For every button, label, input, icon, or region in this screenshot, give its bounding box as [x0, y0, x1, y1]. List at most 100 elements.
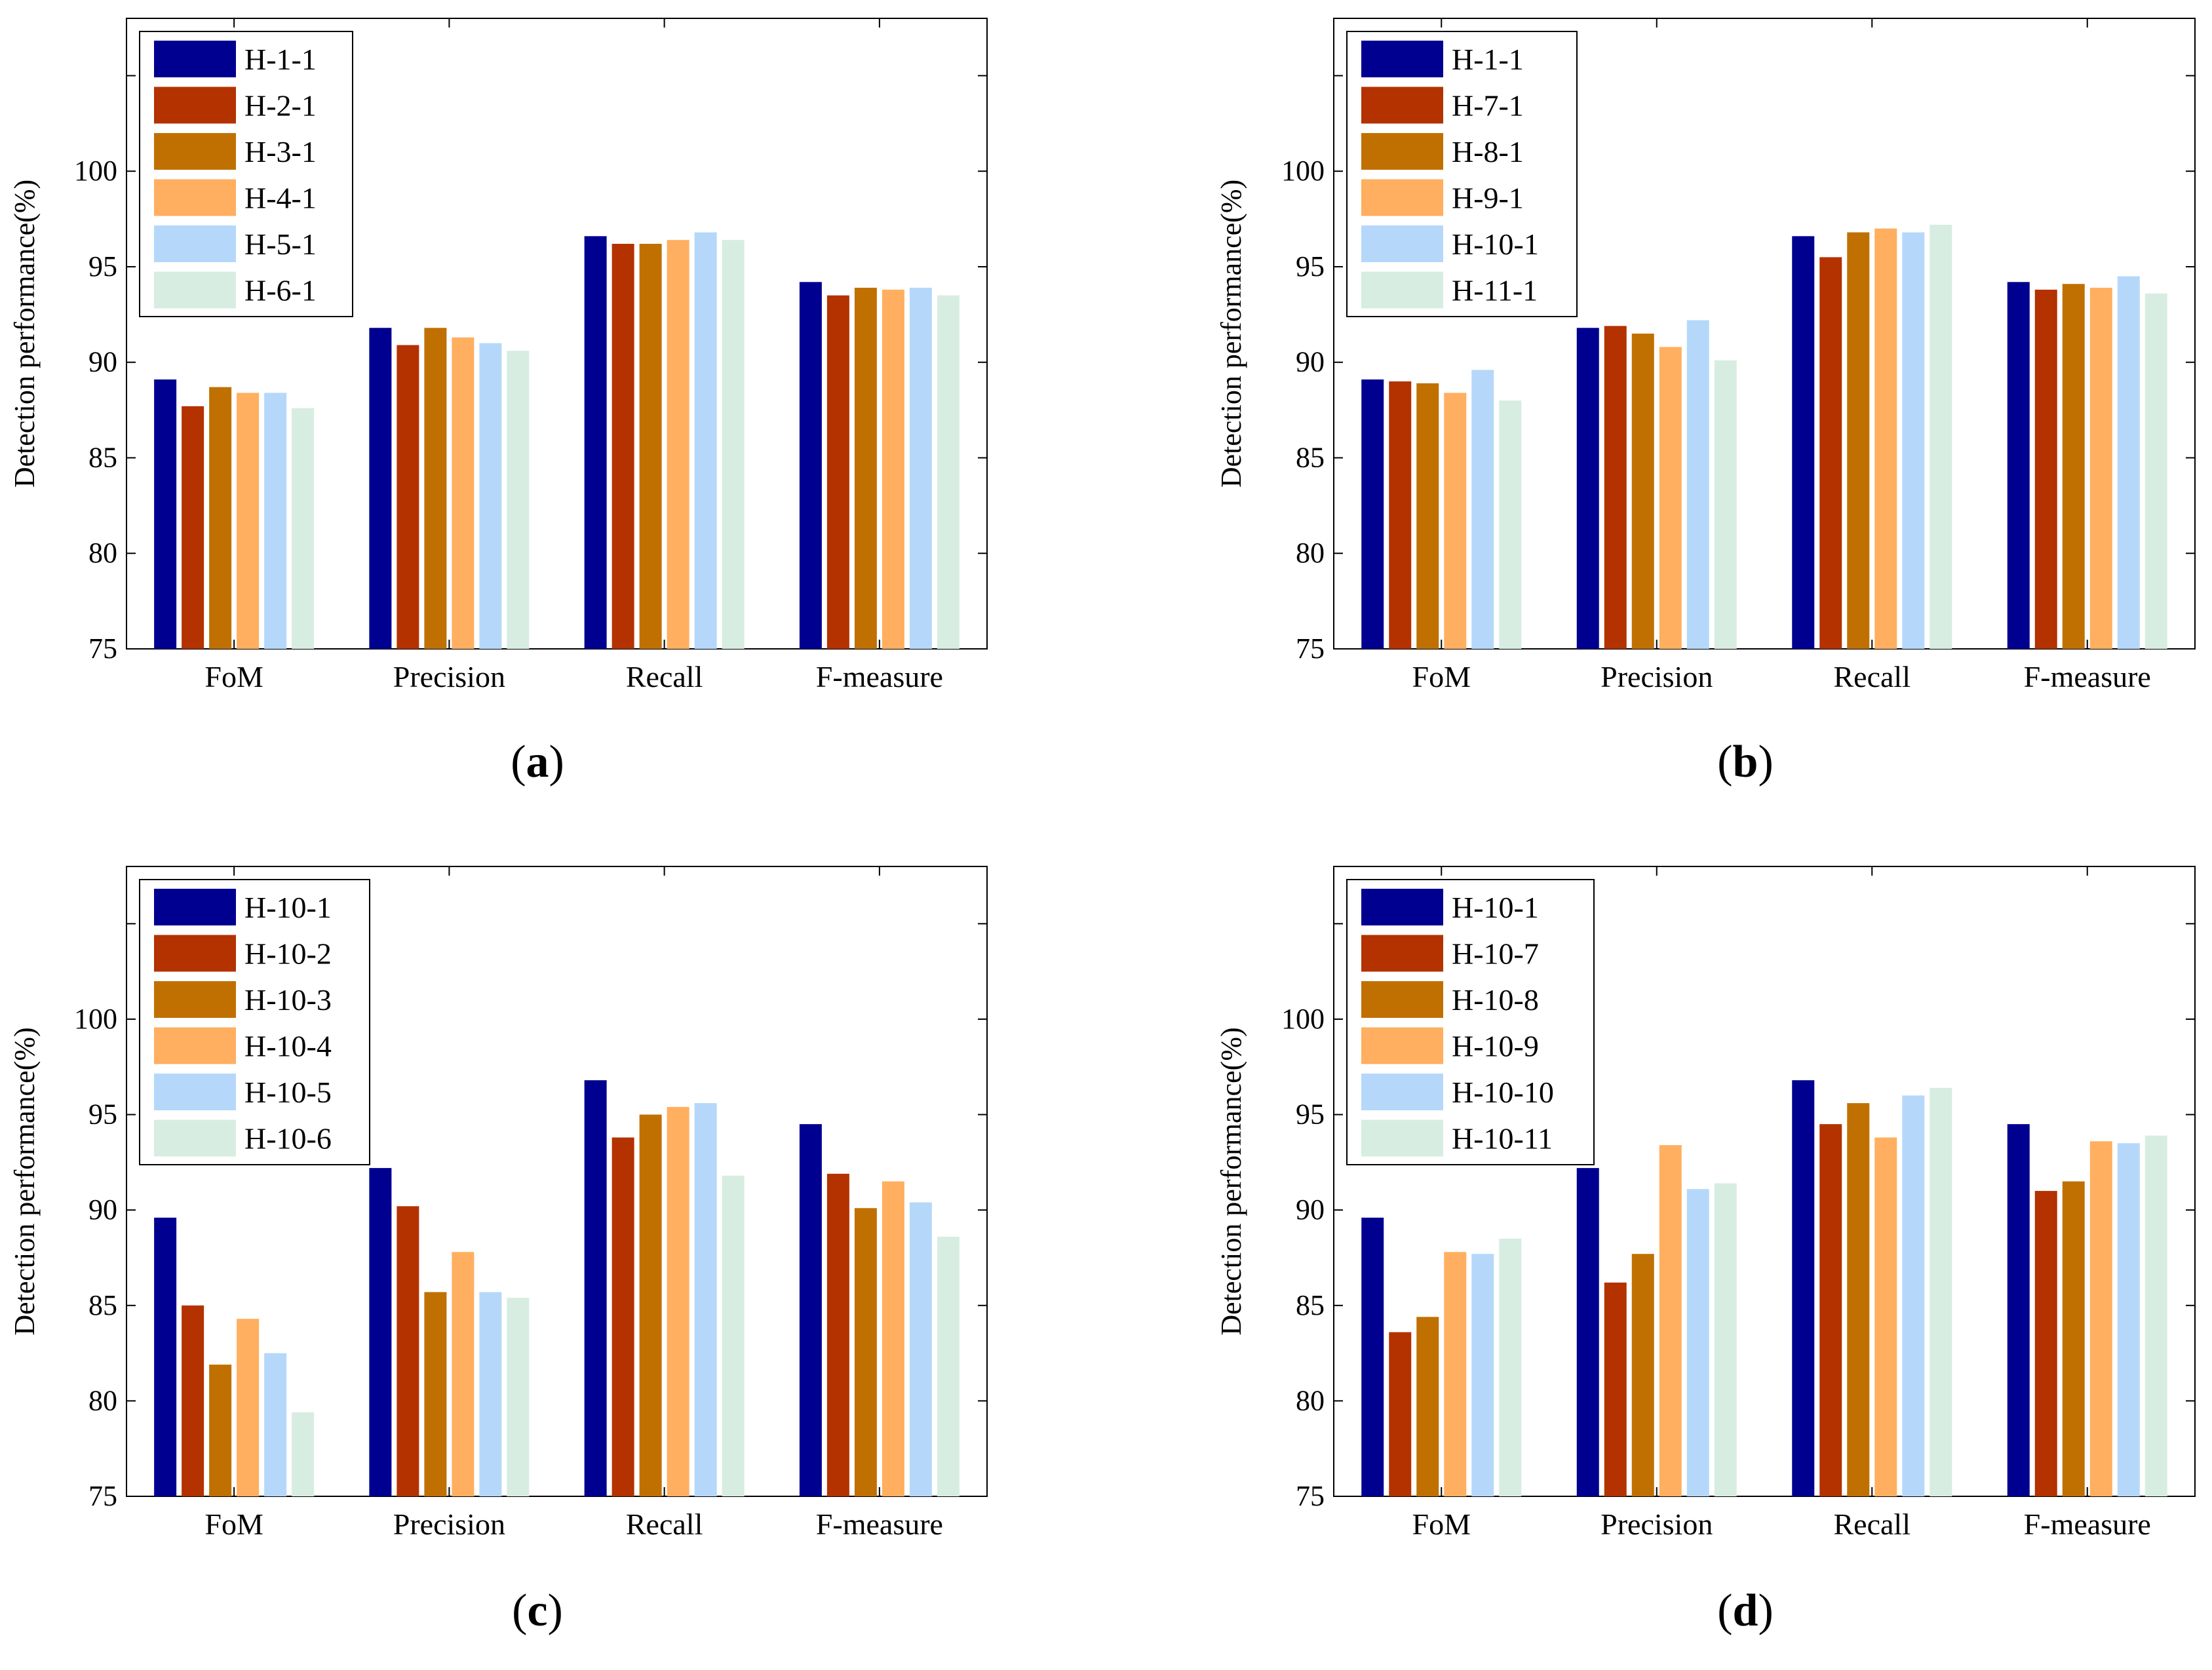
y-tick-label: 85	[1296, 1289, 1325, 1321]
bar-H-10-4-FoM	[237, 1319, 260, 1496]
legend-swatch	[154, 889, 236, 925]
bar-H-10-6-Precision	[507, 1298, 530, 1496]
y-tick-label: 90	[88, 346, 117, 378]
legend-swatch	[154, 41, 236, 77]
y-axis-label: Detection performance(%)	[1215, 180, 1247, 488]
y-tick-label: 75	[88, 1480, 117, 1512]
bar-H-8-1-FoM	[1416, 383, 1439, 649]
legend-label: H-5-1	[244, 227, 317, 261]
bar-H-10-11-Precision	[1714, 1183, 1737, 1496]
bar-H-5-1-Recall	[694, 232, 717, 650]
bar-H-7-1-FoM	[1389, 381, 1412, 649]
legend-swatch	[154, 87, 236, 124]
bar-H-10-3-F-measure	[854, 1208, 877, 1496]
legend-label: H-10-1	[1452, 227, 1539, 261]
chart-panel-a: 75 80 85 90 95 100 FoM Precision Recall F-measure…	[9, 18, 988, 787]
bar-H-9-1-Recall	[1874, 228, 1897, 650]
x-tick-label: F-measure	[816, 660, 943, 693]
bar-H-10-9-Precision	[1659, 1145, 1682, 1496]
legend-label: H-10-2	[244, 937, 332, 971]
y-axis-label: Detection performance(%)	[9, 180, 41, 488]
legend-swatch	[1361, 41, 1443, 77]
bar-H-11-1-Recall	[1930, 224, 1952, 649]
legend-label: H-3-1	[244, 135, 317, 168]
bar-H-9-1-Precision	[1659, 347, 1682, 649]
x-tick-label: FoM	[1412, 660, 1471, 693]
y-axis-label: Detection performance(%)	[9, 1027, 41, 1335]
chart-panel-d: 75 80 85 90 95 100 FoM Precision Recall F-measure…	[1215, 866, 2196, 1636]
y-tick-label: 90	[88, 1194, 117, 1226]
bar-H-10-4-Precision	[452, 1252, 475, 1496]
bar-H-6-1-Precision	[507, 351, 530, 649]
bar-H-10-9-F-measure	[2089, 1141, 2112, 1496]
x-tick-label: FoM	[1412, 1507, 1471, 1541]
legend-swatch	[154, 1074, 236, 1110]
legend-swatch	[1361, 1119, 1443, 1157]
chart-panel-b: 75 80 85 90 95 100 FoM Precision Recall F-measure…	[1215, 18, 2196, 787]
legend-label: H-2-1	[244, 89, 317, 123]
y-tick-label: 80	[88, 1384, 117, 1416]
y-tick-label: 80	[1296, 537, 1325, 569]
legend: H-1-1 H-2-1 H-3-1 H-4-1 H-5-1 H-6-1	[139, 31, 353, 317]
legend-swatch	[154, 1027, 236, 1064]
chart-panel-c: 75 80 85 90 95 100 FoM Precision Recall F-measure…	[9, 866, 988, 1636]
bar-H-4-1-Recall	[667, 240, 689, 649]
bar-H-10-1-F-measure	[2117, 276, 2140, 650]
legend-swatch	[1361, 889, 1443, 925]
bar-H-6-1-Recall	[722, 240, 745, 649]
bar-H-10-6-Recall	[722, 1175, 745, 1496]
bar-H-10-8-Precision	[1631, 1254, 1654, 1496]
bar-H-11-1-FoM	[1499, 400, 1522, 649]
legend-label: H-10-1	[1452, 891, 1539, 924]
bar-H-10-5-FoM	[264, 1353, 287, 1496]
bar-H-8-1-Precision	[1631, 334, 1654, 649]
legend-label: H-11-1	[1452, 274, 1538, 307]
legend-label: H-10-9	[1452, 1030, 1539, 1063]
bar-H-10-6-FoM	[292, 1412, 315, 1496]
legend-swatch	[154, 133, 236, 170]
y-tick-label: 95	[88, 250, 117, 282]
legend-box	[139, 31, 353, 317]
bar-H-10-7-F-measure	[2034, 1191, 2057, 1496]
bar-H-1-1-Precision	[1576, 328, 1599, 649]
x-tick-label: F-measure	[2024, 1507, 2151, 1541]
legend-box	[1346, 31, 1578, 317]
bar-H-6-1-FoM	[292, 408, 315, 649]
bar-H-1-1-FoM	[1361, 379, 1384, 649]
bar-H-1-1-Precision	[369, 328, 392, 649]
bar-H-10-4-F-measure	[882, 1181, 904, 1496]
x-tick-label: Precision	[1601, 1507, 1713, 1541]
bar-H-2-1-Precision	[397, 345, 419, 649]
bar-H-1-1-Recall	[584, 236, 607, 649]
x-tick-label: Recall	[1834, 660, 1911, 693]
x-tick-label: Recall	[626, 660, 703, 693]
bar-H-4-1-FoM	[237, 393, 260, 649]
x-tick-label: F-measure	[816, 1507, 943, 1541]
legend-label: H-10-1	[244, 891, 332, 924]
bar-H-10-2-Precision	[397, 1206, 419, 1496]
legend-label: H-10-6	[244, 1122, 332, 1155]
bar-H-10-8-FoM	[1416, 1317, 1439, 1496]
y-tick-label: 75	[88, 632, 117, 665]
bar-H-10-1-Precision	[1686, 320, 1709, 649]
legend-label: H-8-1	[1452, 135, 1524, 168]
bar-H-10-10-Recall	[1902, 1095, 1925, 1496]
bar-H-10-10-FoM	[1471, 1254, 1494, 1496]
y-tick-label: 75	[1296, 632, 1325, 665]
y-tick-label: 90	[1296, 1194, 1325, 1226]
bar-H-1-1-F-measure	[799, 282, 822, 650]
bar-H-10-1-Precision	[1576, 1168, 1599, 1496]
bar-H-6-1-F-measure	[937, 295, 960, 649]
bar-H-3-1-FoM	[209, 387, 232, 649]
bar-H-10-7-Recall	[1819, 1124, 1842, 1496]
y-tick-label: 85	[1296, 441, 1325, 473]
bar-H-10-11-Recall	[1930, 1087, 1952, 1496]
legend-swatch	[154, 179, 236, 216]
legend-box	[1346, 879, 1595, 1165]
bar-H-2-1-FoM	[182, 406, 204, 649]
x-tick-label: Recall	[1834, 1507, 1911, 1541]
bar-H-4-1-Precision	[452, 337, 475, 649]
legend-label: H-10-10	[1452, 1076, 1554, 1109]
bar-H-10-10-Precision	[1686, 1189, 1709, 1496]
